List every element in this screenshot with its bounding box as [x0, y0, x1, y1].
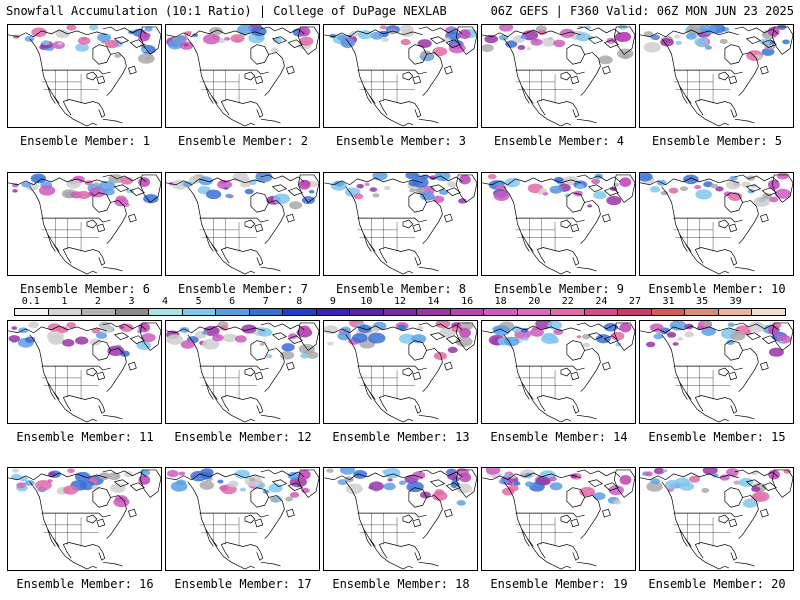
legend-swatch	[283, 309, 317, 315]
legend-tick: 8	[296, 296, 303, 307]
ensemble-member-label: Ensemble Member: 10	[648, 282, 786, 296]
legend-tick: 31	[662, 296, 675, 307]
ensemble-member-label: Ensemble Member: 16	[16, 577, 154, 591]
ensemble-member-label: Ensemble Member: 8	[335, 282, 467, 296]
legend-tick-labels: 0.1 1 2 3 4 5 6 7 8 9 10 12 14 16 18 20 22 24 27 31 35 39	[14, 296, 786, 307]
ensemble-member-map	[7, 24, 162, 128]
ensemble-member-map	[323, 172, 478, 276]
legend-swatch	[115, 309, 150, 315]
ensemble-member-map	[481, 320, 636, 424]
ensemble-member-label: Ensemble Member: 1	[19, 134, 151, 148]
legend-swatch	[417, 309, 451, 315]
legend-swatch	[182, 309, 217, 315]
legend-tick: 6	[229, 296, 236, 307]
ensemble-member-map	[7, 320, 162, 424]
ensemble-member-label: Ensemble Member: 12	[174, 430, 312, 444]
ensemble-member-map	[165, 24, 320, 128]
legend-tick: 1	[61, 296, 68, 307]
ensemble-member-label: Ensemble Member: 6	[19, 282, 151, 296]
legend-tick: 18	[494, 296, 507, 307]
legend-swatch	[517, 309, 552, 315]
legend-swatch	[718, 309, 753, 315]
legend-swatch	[651, 309, 686, 315]
legend-swatch	[383, 309, 418, 315]
ensemble-member-label: Ensemble Member: 18	[332, 577, 470, 591]
legend-swatch	[15, 309, 49, 315]
legend-tick: 27	[628, 296, 641, 307]
legend-swatch	[551, 309, 585, 315]
legend-swatch	[149, 309, 183, 315]
legend-tick: 20	[528, 296, 541, 307]
ensemble-member-map	[481, 24, 636, 128]
ensemble-member-label: Ensemble Member: 9	[493, 282, 625, 296]
legend-tick: 39	[729, 296, 742, 307]
legend-swatch	[249, 309, 284, 315]
legend-tick: 24	[595, 296, 608, 307]
legend-tick: 9	[329, 296, 336, 307]
ensemble-member-label: Ensemble Member: 7	[177, 282, 309, 296]
ensemble-member-map	[639, 172, 794, 276]
legend-swatch	[316, 309, 351, 315]
ensemble-member-label: Ensemble Member: 13	[332, 430, 470, 444]
chart-title: Snowfall Accumulation (10:1 Ratio) | Col…	[6, 4, 447, 18]
ensemble-member-label: Ensemble Member: 5	[651, 134, 783, 148]
legend-swatch	[82, 309, 116, 315]
ensemble-member-map	[165, 320, 320, 424]
ensemble-member-label: Ensemble Member: 4	[493, 134, 625, 148]
ensemble-member-label: Ensemble Member: 11	[16, 430, 154, 444]
ensemble-member-label: Ensemble Member: 15	[648, 430, 786, 444]
ensemble-member-map	[7, 172, 162, 276]
legend-tick: 2	[94, 296, 101, 307]
ensemble-member-map	[639, 24, 794, 128]
ensemble-member-map	[323, 24, 478, 128]
legend-tick: 0.1	[21, 296, 40, 307]
legend-swatch	[450, 309, 485, 315]
ensemble-member-label: Ensemble Member: 2	[177, 134, 309, 148]
ensemble-member-label: Ensemble Member: 3	[335, 134, 467, 148]
legend-tick: 3	[128, 296, 135, 307]
ensemble-member-label: Ensemble Member: 20	[648, 577, 786, 591]
legend-swatch	[350, 309, 384, 315]
snowfall-legend: 0.1 1 2 3 4 5 6 7 8 9 10 12 14 16 18 20 22 24 27 31 35 39	[14, 296, 786, 318]
legend-swatch	[685, 309, 719, 315]
legend-swatch	[484, 309, 518, 315]
legend-swatch	[752, 309, 785, 315]
ensemble-member-label: Ensemble Member: 14	[490, 430, 628, 444]
legend-tick: 14	[427, 296, 440, 307]
ensemble-member-map	[7, 467, 162, 571]
ensemble-member-map	[323, 320, 478, 424]
legend-color-bar	[14, 308, 786, 316]
ensemble-member-label: Ensemble Member: 17	[174, 577, 312, 591]
legend-tick: 4	[162, 296, 169, 307]
legend-tick: 22	[561, 296, 574, 307]
legend-tick: 16	[461, 296, 474, 307]
legend-tick: 35	[696, 296, 709, 307]
model-run-info: 06Z GEFS | F360 Valid: 06Z MON JUN 23 20…	[490, 4, 794, 18]
ensemble-member-map	[165, 467, 320, 571]
ensemble-member-map	[481, 467, 636, 571]
legend-tick: 7	[262, 296, 269, 307]
legend-tick: 5	[195, 296, 202, 307]
legend-tick: 10	[360, 296, 373, 307]
legend-tick: 12	[393, 296, 407, 307]
ensemble-member-map	[481, 172, 636, 276]
ensemble-member-map	[639, 320, 794, 424]
ensemble-member-label: Ensemble Member: 19	[490, 577, 628, 591]
legend-swatch	[584, 309, 619, 315]
legend-swatch	[216, 309, 250, 315]
legend-swatch	[48, 309, 83, 315]
ensemble-member-map	[165, 172, 320, 276]
ensemble-member-map	[323, 467, 478, 571]
legend-swatch	[618, 309, 652, 315]
ensemble-member-map	[639, 467, 794, 571]
